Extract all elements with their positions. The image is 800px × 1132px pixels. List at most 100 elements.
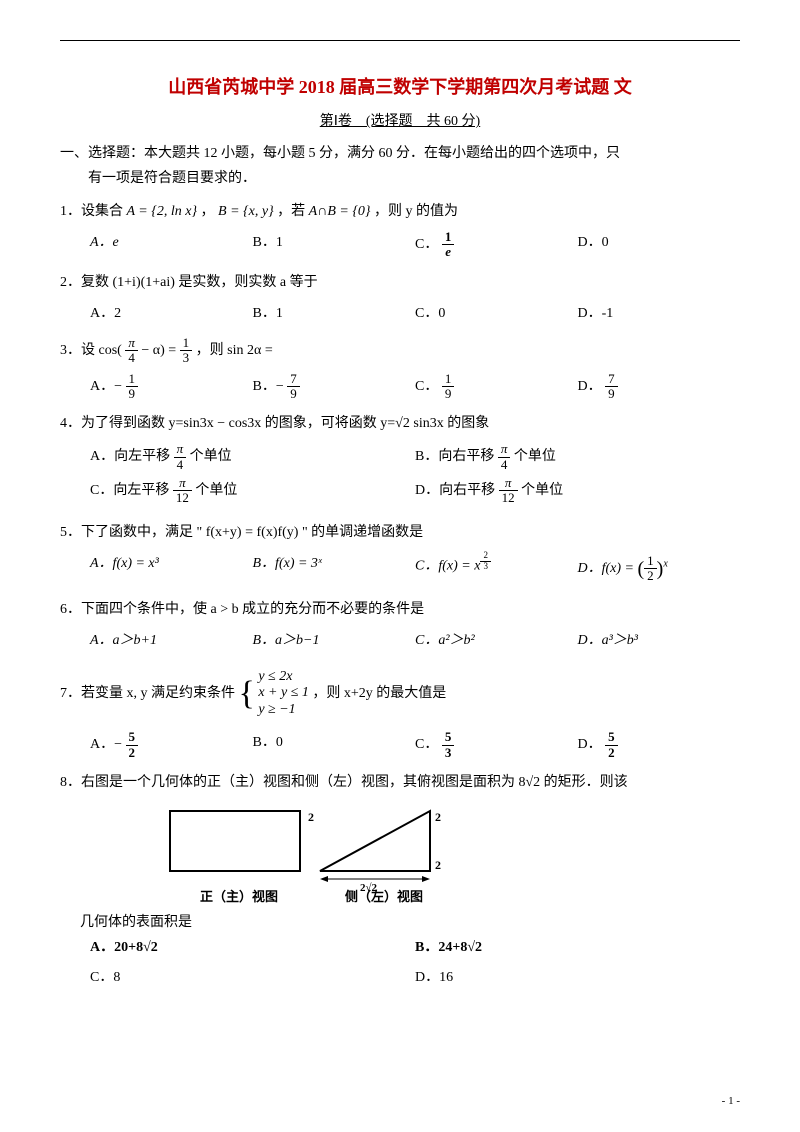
q8-options: A．20+8√2 B．24+8√2 C．8 D．16 (90, 935, 740, 993)
q7-constraints: y ≤ 2x x + y ≤ 1 y ≥ −1 (258, 669, 309, 719)
q5-opt-d: D．f(x) = (12)x (578, 551, 741, 587)
question-4: 4．为了得到函数 y=sin3x − cos3x 的图象，可将函数 y=√2 s… (60, 411, 740, 436)
q3-b-frac: 79 (287, 372, 300, 402)
q7-c3: y ≥ −1 (258, 702, 295, 717)
q3-opt-a: A．− 19 (90, 372, 253, 402)
question-6: 6．下面四个条件中，使 a > b 成立的充分而不必要的条件是 (60, 597, 740, 622)
q3-stem-c: ，则 sin 2α = (196, 343, 273, 358)
question-5: 5．下了函数中，满足 " f(x+y) = f(x)f(y) " 的单调递增函数… (60, 520, 740, 545)
q4-d-frac: π12 (499, 476, 518, 506)
question-7: 7．若变量 x, y 满足约束条件 { y ≤ 2x x + y ≤ 1 y ≥… (60, 663, 740, 724)
q3-stem-b: − α) = (141, 343, 179, 358)
q6-opt-d: D．a³＞b³ (578, 628, 741, 653)
q6-opt-b: B．a＞b−1 (253, 628, 416, 653)
q1-set1: A = {2, ln x} (127, 204, 198, 219)
question-3: 3．设 cos( π4 − α) = 13 ，则 sin 2α = (60, 336, 740, 366)
q7-opt-b: B．0 (253, 730, 416, 760)
label-2a: 2 (308, 810, 314, 824)
q2-opt-b: B．1 (253, 301, 416, 326)
q6-options: A．a＞b+1 B．a＞b−1 C．a²＞b² D．a³＞b³ (90, 628, 740, 653)
q5-c-pre: C．f(x) = x (415, 558, 480, 573)
question-2: 2．复数 (1+i)(1+ai) 是实数，则实数 a 等于 (60, 270, 740, 295)
q6-opt-a: A．a＞b+1 (90, 628, 253, 653)
q8-opt-b: B．24+8√2 (415, 935, 740, 960)
q7-a-frac: 52 (126, 730, 139, 760)
q5-options: A．f(x) = x³ B．f(x) = 3ˣ C．f(x) = x23 D．f… (90, 551, 740, 587)
question-1: 1．设集合 A = {2, ln x} ， B = {x, y} ，若 A∩B … (60, 199, 740, 224)
q5-d-frac: 12 (644, 554, 657, 584)
caption-front: 正（主）视图 (200, 889, 278, 904)
q7-options: A．− 52 B．0 C． 53 D． 52 (90, 730, 740, 760)
top-rule (60, 40, 740, 41)
q7-stem-b: ，则 x+2y 的最大值是 (312, 686, 446, 701)
q4-c-suf: 个单位 (195, 483, 237, 498)
q2-options: A．2 B．1 C．0 D．-1 (90, 301, 740, 326)
q4-b-pre: B．向右平移 (415, 450, 498, 465)
q4-opt-b: B．向右平移 π4 个单位 (415, 442, 740, 472)
q3-opt-c: C． 19 (415, 372, 578, 402)
views-svg: 2 2 2 2√2 正（主）视图 侧（左）视图 (160, 801, 460, 906)
page-number: - 1 - (722, 1092, 740, 1112)
q8-after: 几何体的表面积是 (80, 910, 740, 935)
q5-c-exp: 23 (480, 551, 491, 572)
q7-d-frac: 52 (605, 730, 618, 760)
q7-c1: y ≤ 2x (258, 669, 292, 684)
q4-opt-a: A．向左平移 π4 个单位 (90, 442, 415, 472)
question-8: 8．右图是一个几何体的正（主）视图和侧（左）视图，其俯视图是面积为 8√2 的矩… (60, 770, 740, 795)
q7-opt-c: C． 53 (415, 730, 578, 760)
q7-c-frac: 53 (442, 730, 455, 760)
q7-opt-a: A．− 52 (90, 730, 253, 760)
exam-subtitle: 第Ⅰ卷 (选择题 共 60 分) (60, 109, 740, 134)
q4-d-suf: 个单位 (521, 483, 563, 498)
q8-b-text: B．24+8√2 (415, 940, 482, 955)
q1-set2: B = {x, y} (218, 204, 274, 219)
section-heading: 一、选择题：本大题共 12 小题，每小题 5 分，满分 60 分．在每小题给出的… (60, 141, 740, 191)
q3-b-pre: B．− (253, 379, 284, 394)
q4-a-pre: A．向左平移 (90, 450, 174, 465)
q1-stem-c: ，若 (277, 204, 309, 219)
q8-opt-a: A．20+8√2 (90, 935, 415, 960)
q3-a-frac: 19 (126, 372, 139, 402)
q1-opt-a: A．e (90, 230, 253, 260)
q4-c-pre: C．向左平移 (90, 483, 173, 498)
q7-c2: x + y ≤ 1 (258, 685, 309, 700)
section-text-1: 一、选择题：本大题共 12 小题，每小题 5 分，满分 60 分．在每小题给出的… (60, 146, 620, 161)
q5-opt-b: B．f(x) = 3ˣ (253, 551, 416, 587)
q4-d-pre: D．向右平移 (415, 483, 499, 498)
q7-d-pre: D． (578, 737, 602, 752)
q4-opt-d: D．向右平移 π12 个单位 (415, 476, 740, 506)
exam-title: 山西省芮城中学 2018 届高三数学下学期第四次月考试题 文 (60, 71, 740, 103)
q5-d-pre: D．f(x) = (578, 561, 638, 576)
q1-options: A．e B．1 C． 1e D．0 (90, 230, 740, 260)
q3-c-pre: C． (415, 379, 438, 394)
q8-diagram: 2 2 2 2√2 正（主）视图 侧（左）视图 (160, 801, 740, 906)
q1-opt-c: C． 1e (415, 230, 578, 260)
q1-opt-d: D．0 (578, 230, 741, 260)
q7-c-pre: C． (415, 737, 438, 752)
q1-stem-b: ， (201, 204, 215, 219)
q1-opt-b: B．1 (253, 230, 416, 260)
caption-side: 侧（左）视图 (345, 889, 423, 904)
q7-a-pre: A．− (90, 737, 122, 752)
q8-opt-d: D．16 (415, 965, 740, 990)
q5-opt-a: A．f(x) = x³ (90, 551, 253, 587)
section-text-2: 有一项是符合题目要求的． (60, 166, 256, 191)
q5-opt-c: C．f(x) = x23 (415, 551, 578, 587)
q3-onethird: 13 (180, 336, 193, 366)
q2-opt-d: D．-1 (578, 301, 741, 326)
q3-c-frac: 19 (442, 372, 455, 402)
q6-opt-c: C．a²＞b² (415, 628, 578, 653)
q3-opt-b: B．− 79 (253, 372, 416, 402)
q3-stem-a: 3．设 cos( (60, 343, 122, 358)
q3-d-pre: D． (578, 379, 602, 394)
q4-a-frac: π4 (174, 442, 187, 472)
q7-opt-d: D． 52 (578, 730, 741, 760)
q1-set3: A∩B = {0} (309, 204, 371, 219)
q2-opt-c: C．0 (415, 301, 578, 326)
q1-c-pre: C． (415, 237, 438, 252)
q4-b-suf: 个单位 (514, 450, 556, 465)
q4-b-frac: π4 (498, 442, 511, 472)
q3-opt-d: D． 79 (578, 372, 741, 402)
q3-d-frac: 79 (605, 372, 618, 402)
q7-stem-a: 7．若变量 x, y 满足约束条件 (60, 686, 239, 701)
